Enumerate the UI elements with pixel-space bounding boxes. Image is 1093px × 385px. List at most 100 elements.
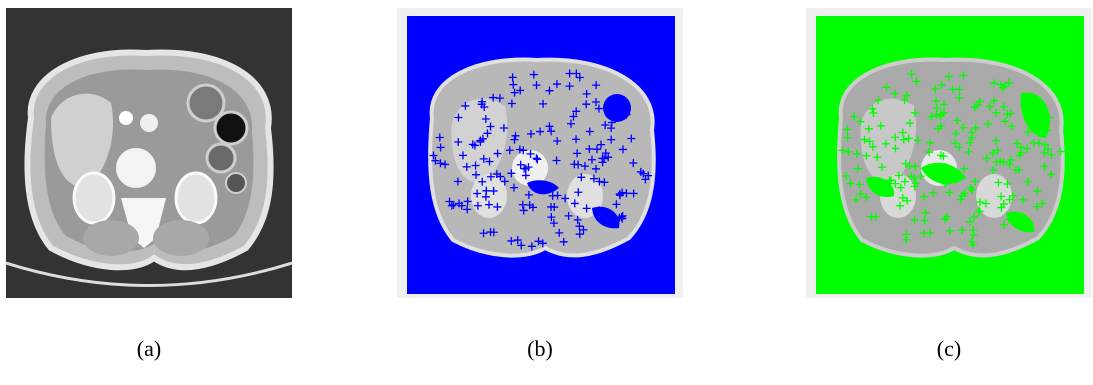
plus-marker (585, 127, 594, 136)
plus-marker (1035, 139, 1044, 148)
plus-marker (463, 205, 472, 214)
plus-marker (573, 149, 582, 158)
plus-marker (1033, 187, 1042, 196)
plus-marker (598, 154, 607, 163)
plus-marker (999, 220, 1008, 229)
plus-marker (1019, 195, 1028, 204)
plus-marker (951, 129, 960, 138)
plus-marker (868, 104, 877, 113)
plus-marker (939, 108, 948, 117)
plus-marker (891, 179, 900, 188)
plus-marker (1045, 113, 1054, 122)
plus-marker (454, 138, 463, 147)
plus-marker (629, 189, 638, 198)
plus-marker (507, 236, 516, 245)
panel-a-ct-image (6, 8, 292, 298)
plus-marker (1007, 155, 1016, 164)
plus-marker (454, 113, 463, 122)
plus-marker (607, 124, 616, 133)
plus-marker (511, 131, 520, 140)
plus-marker (536, 127, 545, 136)
plus-marker (955, 93, 964, 102)
feature-markers-b (429, 69, 653, 251)
plus-marker (601, 149, 610, 158)
plus-marker (951, 139, 960, 148)
plus-marker (957, 226, 966, 235)
plus-marker (436, 143, 445, 152)
plus-marker (838, 146, 847, 155)
plus-marker (485, 157, 494, 166)
plus-marker (1047, 150, 1056, 159)
plus-marker (1027, 93, 1036, 102)
plus-marker (500, 177, 509, 186)
plus-marker (622, 110, 631, 119)
plus-marker (955, 143, 964, 152)
plus-marker (534, 237, 543, 246)
plus-marker (925, 138, 934, 147)
plus-marker (600, 178, 609, 187)
plus-marker (559, 237, 568, 246)
caption-b: (b) (527, 336, 553, 361)
plus-marker (539, 99, 548, 108)
plus-marker (902, 230, 911, 239)
plus-marker (944, 72, 953, 81)
plus-marker (508, 73, 517, 82)
plus-marker (997, 80, 1006, 89)
plus-marker (545, 122, 554, 131)
plus-marker (489, 186, 498, 195)
plus-marker (481, 114, 490, 123)
plus-marker (533, 155, 542, 164)
plus-marker (1022, 144, 1031, 153)
plus-marker (868, 142, 877, 151)
plus-marker (507, 169, 516, 178)
plus-marker (608, 97, 617, 106)
plus-marker (564, 211, 573, 220)
plus-marker (904, 134, 913, 143)
plus-marker (862, 151, 871, 160)
plus-marker (577, 173, 586, 182)
plus-marker (618, 98, 627, 107)
plus-marker (942, 212, 951, 221)
plus-marker (992, 108, 1001, 117)
plus-marker (862, 193, 871, 202)
plus-marker (592, 98, 601, 107)
caption-c: (c) (936, 336, 962, 361)
plus-marker (948, 85, 957, 94)
plus-marker (937, 80, 946, 89)
plus-marker (441, 160, 450, 169)
plus-marker (582, 100, 591, 109)
plus-marker (579, 225, 588, 234)
plus-marker (851, 195, 860, 204)
plus-marker (1005, 160, 1014, 169)
plus-marker (855, 180, 864, 189)
plus-marker (516, 160, 525, 169)
plus-marker (1038, 199, 1047, 208)
plus-marker (874, 96, 883, 105)
plus-marker (920, 216, 929, 225)
plus-marker (1022, 106, 1031, 115)
plus-marker (575, 230, 584, 239)
caption-a: (a) (136, 336, 162, 361)
plus-marker (526, 149, 535, 158)
plus-marker (981, 199, 990, 208)
plus-marker (1003, 110, 1012, 119)
plus-marker (485, 200, 494, 209)
plus-marker (910, 108, 919, 117)
plus-marker (573, 215, 582, 224)
plus-marker (477, 100, 486, 109)
plus-marker (458, 151, 467, 160)
plus-marker (876, 121, 885, 130)
plus-marker (907, 70, 916, 79)
plus-marker (1000, 82, 1009, 91)
plus-marker (483, 129, 492, 138)
plus-marker (1047, 170, 1056, 179)
plus-marker (999, 102, 1008, 111)
plus-marker (595, 206, 604, 215)
plus-marker (975, 198, 984, 207)
plus-marker (856, 117, 865, 126)
plus-marker (552, 80, 561, 89)
plus-marker (463, 197, 472, 206)
plus-marker (967, 128, 976, 137)
plus-marker (468, 140, 477, 149)
plus-marker (989, 148, 998, 157)
